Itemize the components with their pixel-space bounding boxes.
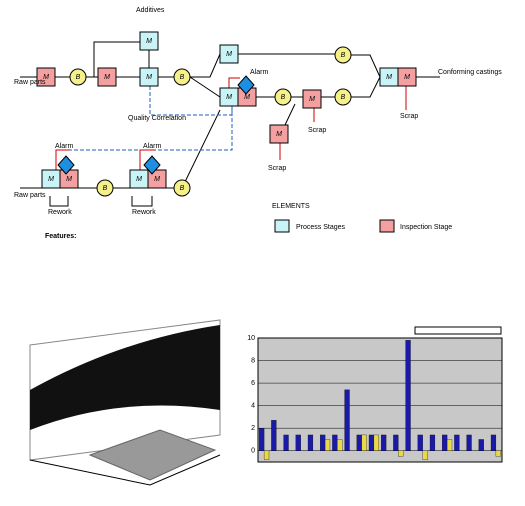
machine-label: M [309,96,315,103]
diagram-label: Additives [136,7,165,14]
bar [344,389,350,451]
diagram-label: ELEMENTS [272,203,310,210]
diagram-label: Scrap [400,113,418,120]
bar [398,450,404,457]
machine-label: M [226,51,232,58]
machine-label: M [48,176,54,183]
y-tick-label: 2 [251,425,255,432]
machine-label: M [104,74,110,81]
buffer [173,179,191,197]
machine-label: M [146,74,152,81]
bar [373,434,379,451]
buffer-label: B [76,74,81,81]
diagram-label: Inspection Stage [400,224,452,231]
machine-label: M [276,131,282,138]
bar [454,434,460,451]
diagram-label: Rework [48,209,72,216]
diagram-label: Scrap [308,127,326,134]
bar [393,434,399,451]
bar [307,434,314,451]
bar [259,428,265,451]
machine-label: M [154,176,160,183]
buffer-label: B [103,185,108,192]
machine-label: M [404,74,410,81]
bar [295,434,301,451]
buffer-label: B [180,185,185,192]
buffer-label: B [180,74,185,81]
bar [283,434,289,451]
bar [263,450,270,460]
legend-process [274,219,290,233]
machine [139,31,159,51]
bar [442,434,448,451]
bar [356,434,362,451]
y-tick-label: 10 [247,335,255,342]
machine [219,44,239,64]
machine-label: M [136,176,142,183]
machine [139,67,159,87]
bar [466,434,472,451]
bar [271,420,277,451]
diagram-label: Scrap [268,165,286,172]
diagram-label: Alarm [55,143,73,150]
bar [422,450,428,460]
bar [361,434,367,451]
surface-plot [29,319,221,486]
machine-label: M [146,38,152,45]
machine [269,124,289,144]
machine [397,67,417,87]
machine [147,169,167,189]
y-tick-label: 8 [251,357,255,364]
bar [417,434,423,451]
diagram-label: Quality Correlation [128,115,186,122]
diagram-label: Alarm [250,69,268,76]
buffer [69,68,87,86]
machine [36,67,56,87]
machine-label: M [43,74,49,81]
bar [429,434,436,451]
diagram-label: Conforming castings [438,69,502,76]
bar [490,434,497,451]
diagram-label: Raw parts [14,192,46,199]
alarm-diamond [143,155,161,175]
machine [97,67,117,87]
heading: Features: [45,233,77,240]
buffer [334,88,352,106]
bar [495,450,501,457]
bar [381,434,387,451]
alarm-diamond [57,155,75,175]
diagram-label: Alarm [143,143,161,150]
y-tick-label: 0 [251,448,255,455]
bar [478,439,484,451]
buffer-label: B [281,94,286,101]
bar [337,439,343,451]
buffer-label: B [341,94,346,101]
buffer [334,46,352,64]
diagram-label: Raw parts [14,79,46,86]
alarm-diamond [237,75,255,95]
bar [324,439,331,451]
machine-label: M [226,94,232,101]
diagram-label: Rework [132,209,156,216]
legend-inspection [379,219,395,233]
diagram-label: Process Stages [296,224,346,231]
machine [302,89,322,109]
connectors [20,41,440,207]
buffer [96,179,114,197]
buffer [274,88,292,106]
y-tick-label: 4 [251,402,255,409]
buffer-label: B [341,52,346,59]
machine-label: M [386,74,392,81]
bar [368,434,375,451]
machine-label: M [244,94,250,101]
bar [446,439,453,451]
y-tick-label: 6 [251,380,255,387]
bar [320,434,326,451]
bar [332,434,338,451]
machine-label: M [66,176,72,183]
bar [405,340,411,451]
bar-chart-frame [257,326,503,463]
buffer [173,68,191,86]
